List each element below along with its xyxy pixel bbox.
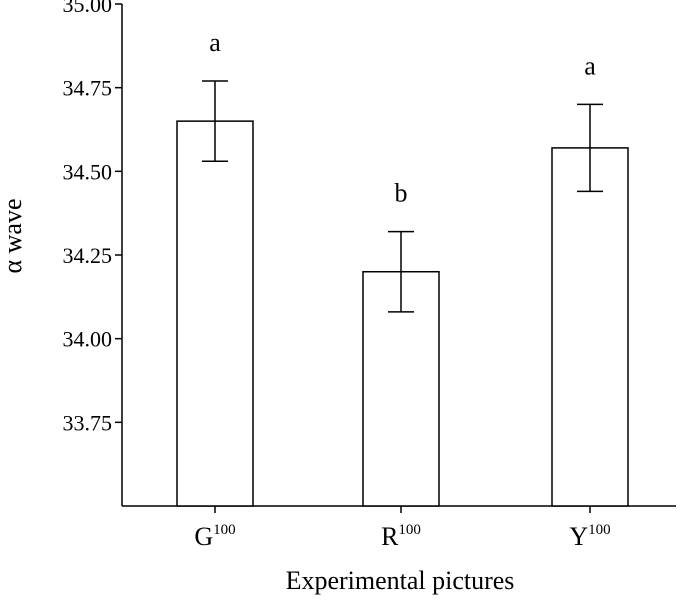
y-ticks: 33.75 34.00 34.25 34.50 34.75 35.00 — [63, 0, 122, 435]
x-tick-label-superscript: 100 — [588, 522, 611, 538]
x-tick-label-base: Y — [569, 522, 588, 551]
x-tick-label-superscript: 100 — [398, 522, 421, 538]
significance-label: b — [395, 179, 408, 208]
significance-label: a — [584, 51, 596, 80]
y-tick-label: 33.75 — [63, 410, 113, 435]
significance-label: a — [209, 28, 221, 57]
y-tick-label: 34.75 — [63, 76, 113, 101]
x-tick-label-base: G — [194, 522, 213, 551]
x-axis-label: Experimental pictures — [286, 566, 515, 595]
error-bar — [202, 80, 228, 163]
bars: a b a — [176, 28, 629, 507]
y-axis-label: α wave — [0, 199, 27, 274]
error-bar — [388, 230, 414, 313]
x-tick-label-superscript: 100 — [213, 522, 236, 538]
x-tick-label-base: R — [381, 522, 399, 551]
bar-g — [176, 120, 254, 507]
error-bar — [577, 103, 603, 193]
bar-y — [551, 147, 629, 507]
y-tick-label: 35.00 — [63, 0, 113, 17]
x-tick-label: Y100 — [569, 522, 610, 551]
x-tick-label: R100 — [381, 522, 421, 551]
x-tick-label: G100 — [194, 522, 235, 551]
x-categories: G100 R100 Y100 — [194, 506, 611, 551]
y-tick-label: 34.25 — [63, 243, 113, 268]
y-tick-label: 34.50 — [63, 159, 113, 184]
y-tick-label: 34.00 — [63, 327, 113, 352]
